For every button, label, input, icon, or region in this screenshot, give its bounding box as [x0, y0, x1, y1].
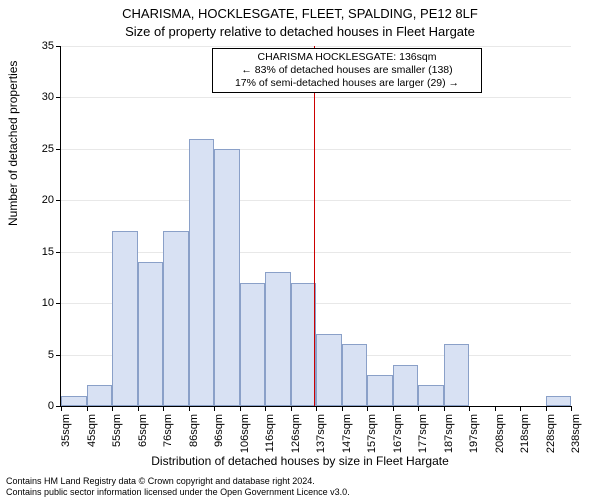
- y-tick-label: 5: [24, 349, 54, 361]
- footer-line2: Contains public sector information licen…: [6, 487, 350, 498]
- x-tick-mark: [87, 406, 88, 411]
- annotation-line2: ← 83% of detached houses are smaller (13…: [215, 64, 479, 77]
- y-tick-mark: [56, 303, 61, 304]
- x-tick-mark: [163, 406, 164, 411]
- y-tick-mark: [56, 149, 61, 150]
- histogram-bar: [61, 396, 87, 406]
- x-tick-label: 137sqm: [315, 414, 327, 454]
- x-tick-label: 197sqm: [468, 414, 480, 454]
- annotation-line1: CHARISMA HOCKLESGATE: 136sqm: [215, 51, 479, 64]
- chart-container: CHARISMA, HOCKLESGATE, FLEET, SPALDING, …: [0, 0, 600, 500]
- histogram-bar: [163, 231, 189, 406]
- histogram-bar: [265, 272, 291, 406]
- x-tick-label: 208sqm: [494, 414, 506, 454]
- histogram-bar: [214, 149, 240, 406]
- y-tick-label: 10: [24, 297, 54, 309]
- footer-attribution: Contains HM Land Registry data © Crown c…: [6, 476, 350, 498]
- x-tick-mark: [291, 406, 292, 411]
- x-tick-label: 65sqm: [137, 414, 149, 454]
- x-tick-label: 126sqm: [290, 414, 302, 454]
- x-tick-label: 55sqm: [111, 414, 123, 454]
- histogram-bar: [112, 231, 138, 406]
- y-tick-label: 20: [24, 194, 54, 206]
- histogram-bar: [418, 385, 444, 406]
- histogram-bar: [444, 344, 470, 406]
- histogram-bar: [367, 375, 393, 406]
- x-tick-mark: [418, 406, 419, 411]
- x-axis-label: Distribution of detached houses by size …: [0, 454, 600, 468]
- x-tick-label: 45sqm: [86, 414, 98, 454]
- x-tick-label: 157sqm: [366, 414, 378, 454]
- x-tick-label: 167sqm: [392, 414, 404, 454]
- x-tick-mark: [367, 406, 368, 411]
- x-tick-mark: [469, 406, 470, 411]
- histogram-bar: [546, 396, 572, 406]
- annotation-line3: 17% of semi-detached houses are larger (…: [215, 77, 479, 90]
- y-tick-label: 35: [24, 40, 54, 52]
- y-tick-mark: [56, 355, 61, 356]
- histogram-bar: [316, 334, 342, 406]
- x-tick-label: 106sqm: [239, 414, 251, 454]
- chart-title-line1: CHARISMA, HOCKLESGATE, FLEET, SPALDING, …: [0, 6, 600, 21]
- histogram-bar: [138, 262, 164, 406]
- y-tick-mark: [56, 97, 61, 98]
- x-tick-mark: [444, 406, 445, 411]
- x-tick-mark: [240, 406, 241, 411]
- y-axis-label: Number of detached properties: [6, 61, 20, 226]
- histogram-bar: [393, 365, 419, 406]
- x-tick-mark: [189, 406, 190, 411]
- x-tick-mark: [265, 406, 266, 411]
- x-tick-label: 177sqm: [417, 414, 429, 454]
- gridline: [61, 97, 571, 98]
- reference-line: [314, 46, 315, 406]
- histogram-bar: [291, 283, 317, 406]
- histogram-bar: [342, 344, 368, 406]
- y-tick-label: 30: [24, 91, 54, 103]
- x-tick-mark: [393, 406, 394, 411]
- histogram-bar: [87, 385, 113, 406]
- x-tick-label: 35sqm: [60, 414, 72, 454]
- x-tick-mark: [112, 406, 113, 411]
- gridline: [61, 149, 571, 150]
- x-tick-mark: [342, 406, 343, 411]
- x-tick-label: 86sqm: [188, 414, 200, 454]
- x-tick-label: 96sqm: [213, 414, 225, 454]
- x-tick-label: 228sqm: [545, 414, 557, 454]
- gridline: [61, 200, 571, 201]
- y-tick-label: 0: [24, 400, 54, 412]
- x-tick-label: 116sqm: [264, 414, 276, 454]
- x-tick-mark: [138, 406, 139, 411]
- x-tick-label: 147sqm: [341, 414, 353, 454]
- x-tick-mark: [495, 406, 496, 411]
- footer-line1: Contains HM Land Registry data © Crown c…: [6, 476, 350, 487]
- gridline: [61, 46, 571, 47]
- histogram-bar: [240, 283, 266, 406]
- x-tick-mark: [61, 406, 62, 411]
- x-tick-mark: [214, 406, 215, 411]
- y-tick-mark: [56, 252, 61, 253]
- x-tick-mark: [546, 406, 547, 411]
- histogram-bar: [189, 139, 215, 406]
- y-tick-mark: [56, 200, 61, 201]
- x-tick-label: 218sqm: [519, 414, 531, 454]
- plot-area: [60, 46, 571, 407]
- y-tick-label: 25: [24, 143, 54, 155]
- x-tick-mark: [520, 406, 521, 411]
- x-tick-mark: [571, 406, 572, 411]
- chart-title-line2: Size of property relative to detached ho…: [0, 24, 600, 39]
- x-tick-label: 238sqm: [570, 414, 582, 454]
- x-tick-mark: [316, 406, 317, 411]
- y-tick-mark: [56, 46, 61, 47]
- annotation-box: CHARISMA HOCKLESGATE: 136sqm ← 83% of de…: [212, 48, 482, 93]
- y-tick-label: 15: [24, 246, 54, 258]
- x-tick-label: 187sqm: [443, 414, 455, 454]
- x-tick-label: 76sqm: [162, 414, 174, 454]
- gridline: [61, 252, 571, 253]
